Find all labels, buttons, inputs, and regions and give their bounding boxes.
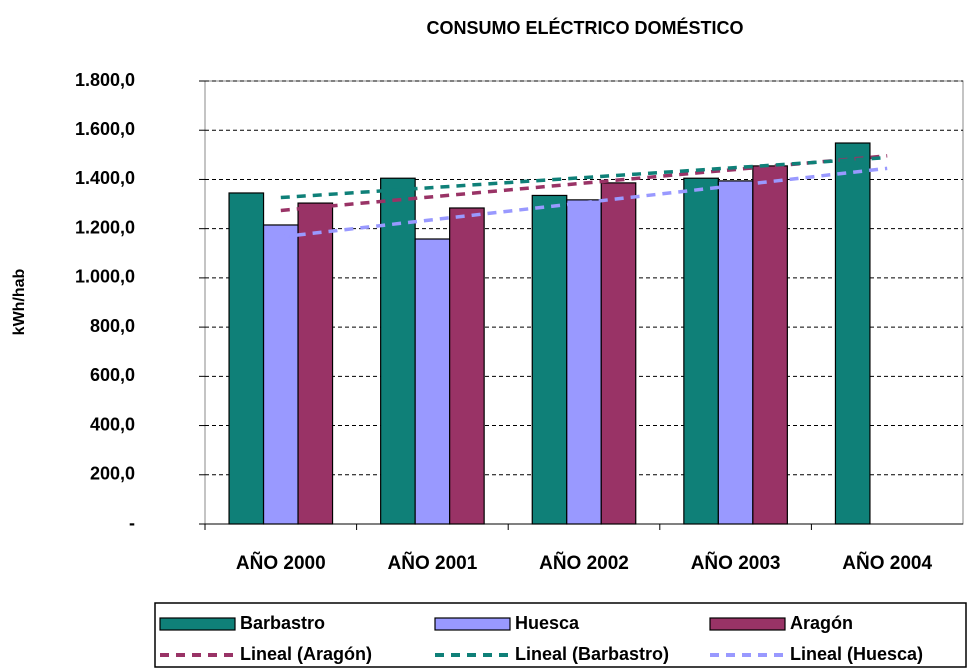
y-tick-label: 1.800,0 bbox=[75, 70, 135, 90]
x-tick-label: AÑO 2004 bbox=[842, 552, 932, 574]
trend-line bbox=[280, 154, 888, 213]
y-tick-label: 600,0 bbox=[90, 365, 135, 385]
y-tick-label: 400,0 bbox=[90, 414, 135, 434]
y-tick-label: 1.600,0 bbox=[75, 119, 135, 139]
y-tick-label: 1.400,0 bbox=[75, 168, 135, 188]
legend-label: Lineal (Huesca) bbox=[790, 644, 923, 664]
legend-swatch bbox=[159, 617, 236, 631]
legend-label: Lineal (Aragón) bbox=[240, 644, 372, 664]
legend-label: Lineal (Barbastro) bbox=[515, 644, 669, 664]
y-tick-label: 1.200,0 bbox=[75, 217, 135, 237]
x-tick-label: AÑO 2003 bbox=[691, 552, 781, 574]
bar bbox=[834, 142, 871, 525]
x-tick-label: AÑO 2002 bbox=[539, 552, 629, 574]
legend-box bbox=[154, 602, 967, 668]
legend-swatch bbox=[709, 617, 786, 631]
y-tick-label: - bbox=[129, 513, 135, 533]
bar bbox=[683, 177, 719, 525]
bar bbox=[531, 194, 568, 525]
bar bbox=[566, 199, 602, 525]
bar bbox=[717, 180, 754, 525]
y-tick-label: 1.000,0 bbox=[75, 267, 135, 287]
trend-line bbox=[280, 155, 888, 200]
bar bbox=[380, 177, 416, 525]
y-tick-label: 800,0 bbox=[90, 316, 135, 336]
legend-label: Barbastro bbox=[240, 613, 325, 633]
legend-label: Huesca bbox=[515, 613, 580, 633]
trend-line bbox=[280, 166, 888, 239]
bar bbox=[600, 182, 637, 525]
x-tick-label: AÑO 2000 bbox=[236, 552, 326, 574]
bar bbox=[228, 192, 265, 525]
bar bbox=[262, 224, 299, 525]
y-axis-label: kWh/hab bbox=[11, 268, 28, 335]
bar bbox=[414, 238, 451, 525]
bar bbox=[297, 202, 334, 525]
legend-swatch bbox=[434, 617, 511, 631]
legend-label: Aragón bbox=[790, 613, 853, 633]
bar bbox=[449, 207, 485, 525]
y-tick-label: 200,0 bbox=[90, 464, 135, 484]
chart-title: CONSUMO ELÉCTRICO DOMÉSTICO bbox=[426, 17, 743, 38]
x-tick-label: AÑO 2001 bbox=[388, 552, 478, 574]
bar bbox=[752, 165, 788, 525]
